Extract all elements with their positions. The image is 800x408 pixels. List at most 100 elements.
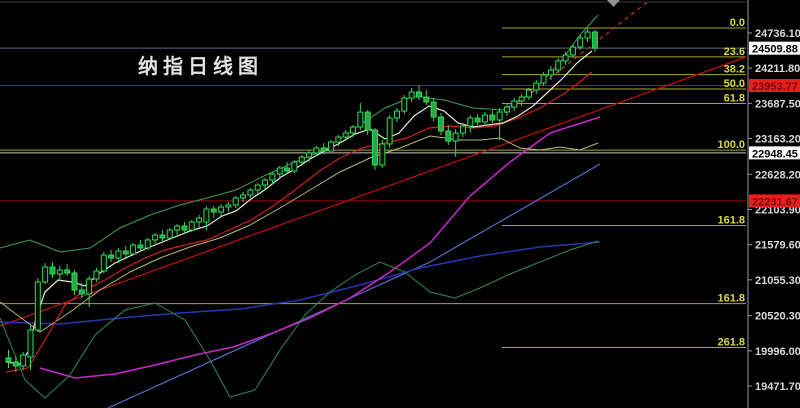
candlestick[interactable] [159, 230, 166, 243]
candlestick[interactable] [313, 146, 320, 157]
candlestick[interactable] [108, 249, 115, 263]
candlestick[interactable] [335, 135, 342, 147]
candlestick[interactable] [27, 325, 34, 370]
candlestick[interactable] [379, 140, 386, 169]
candlestick[interactable] [445, 125, 452, 145]
candlestick[interactable] [350, 125, 357, 138]
candlestick[interactable] [144, 237, 151, 250]
scroll-position-marker[interactable] [607, 0, 620, 7]
candle-body [481, 114, 488, 123]
candlestick[interactable] [100, 251, 107, 273]
candlestick[interactable] [203, 205, 210, 231]
candlestick[interactable] [240, 191, 247, 202]
candlestick[interactable] [152, 233, 159, 246]
candlestick[interactable] [474, 114, 481, 126]
candlestick[interactable] [254, 183, 261, 194]
candlestick[interactable] [408, 87, 415, 103]
y-axis[interactable]: 24736.10 24211.80 23687.50 23163.20 22628.20… [747, 0, 800, 408]
candle-body [496, 111, 503, 121]
candlestick[interactable] [86, 275, 93, 307]
candlestick[interactable] [437, 112, 444, 135]
candlestick[interactable] [386, 115, 393, 148]
candlestick[interactable] [481, 111, 488, 127]
candlestick[interactable] [364, 109, 371, 135]
candlestick[interactable] [247, 188, 254, 198]
candlestick[interactable] [210, 205, 217, 219]
candlestick[interactable] [584, 27, 591, 42]
candle-body [108, 254, 115, 259]
price-tick-label: 22628.20 [755, 169, 800, 181]
candlestick[interactable] [196, 214, 203, 228]
candlestick[interactable] [298, 155, 305, 167]
candlestick[interactable] [64, 264, 71, 276]
candlestick[interactable] [401, 95, 408, 115]
candlestick[interactable] [166, 227, 173, 240]
fibonacci-level-label: 50.0 [724, 78, 745, 90]
candlestick[interactable] [269, 172, 276, 185]
candlestick[interactable] [291, 160, 298, 174]
candlestick[interactable] [525, 87, 532, 100]
candlestick[interactable] [20, 351, 27, 371]
candlestick[interactable] [122, 245, 129, 257]
candlestick[interactable] [430, 98, 437, 121]
candlestick[interactable] [42, 263, 49, 284]
candlestick[interactable] [232, 195, 239, 209]
candlestick[interactable] [262, 178, 269, 191]
candlestick[interactable] [5, 349, 12, 368]
candlestick[interactable] [533, 80, 540, 95]
candlestick[interactable] [328, 140, 335, 152]
price-badge-label: 24509.88 [752, 44, 798, 56]
candlestick[interactable] [130, 243, 137, 257]
candle-body [247, 189, 254, 196]
candlestick[interactable] [93, 268, 100, 283]
candlestick[interactable] [577, 35, 584, 50]
candlestick[interactable] [56, 265, 63, 281]
candlestick[interactable] [276, 166, 283, 179]
candlestick[interactable] [225, 202, 232, 213]
candlestick[interactable] [423, 90, 430, 106]
candlestick[interactable] [547, 65, 554, 81]
candlestick[interactable] [511, 97, 518, 111]
candle-body [152, 234, 159, 241]
candlestick[interactable] [137, 239, 144, 252]
candlestick[interactable] [393, 108, 400, 122]
candlestick[interactable] [372, 128, 378, 170]
fibonacci-level-label: 161.8 [717, 293, 745, 305]
candlestick[interactable] [452, 129, 459, 157]
candle-body [569, 46, 576, 56]
candlestick[interactable] [459, 122, 466, 138]
candlestick[interactable] [415, 85, 422, 100]
candlestick[interactable] [115, 247, 122, 264]
fibonacci-level-label: 38.2 [724, 64, 745, 76]
fibonacci-level-label: 261.8 [717, 337, 745, 349]
candlestick[interactable] [49, 262, 56, 279]
candlestick[interactable] [306, 150, 313, 163]
candlestick[interactable] [218, 203, 225, 216]
candlestick[interactable] [71, 270, 78, 295]
candlestick[interactable] [518, 94, 525, 106]
candlestick[interactable] [181, 222, 188, 235]
candlestick[interactable] [591, 29, 598, 52]
candlestick[interactable] [284, 162, 291, 175]
candlestick[interactable] [174, 224, 181, 236]
candle-body [313, 147, 320, 154]
candlestick[interactable] [569, 44, 576, 59]
candlestick[interactable] [188, 220, 195, 233]
candle-body [555, 60, 562, 71]
candle-body [298, 156, 305, 163]
candlestick[interactable] [34, 278, 41, 333]
candle-body [386, 117, 393, 145]
candlestick[interactable] [357, 103, 364, 131]
candlestick[interactable] [555, 58, 562, 74]
candlestick[interactable] [12, 355, 19, 373]
candlestick[interactable] [489, 109, 496, 123]
candlestick[interactable] [320, 143, 327, 155]
candlestick[interactable] [342, 130, 349, 142]
candlestick[interactable] [540, 72, 547, 87]
candlestick[interactable] [467, 115, 474, 133]
candlestick[interactable] [503, 104, 510, 117]
candlestick[interactable] [78, 282, 85, 298]
candlestick[interactable] [496, 108, 503, 141]
candlestick[interactable] [562, 51, 569, 65]
